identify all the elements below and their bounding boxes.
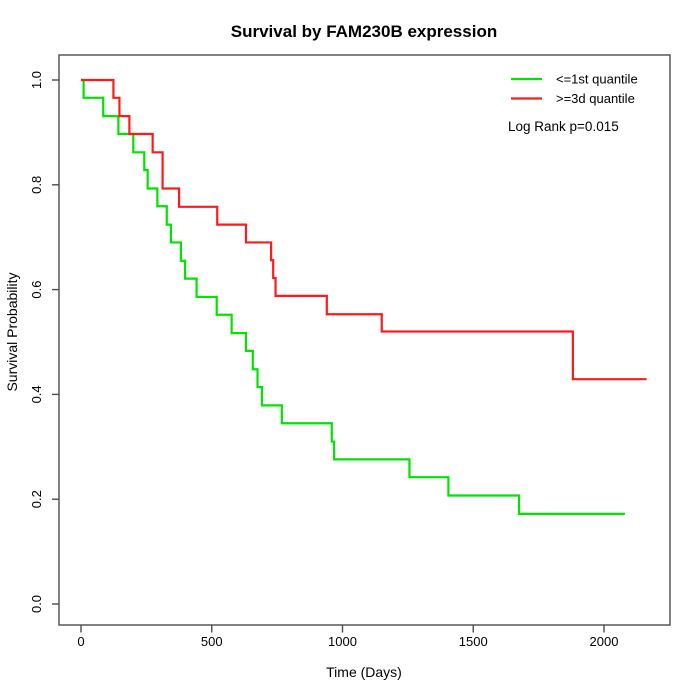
x-axis-title: Time (Days)	[326, 664, 402, 680]
y-tick-label: 1.0	[29, 71, 44, 89]
y-tick-label: 0.8	[29, 176, 44, 194]
legend: <=1st quantile >=3d quantile Log Rank p=…	[508, 72, 638, 135]
x-tick-label: 1500	[459, 634, 488, 649]
legend-label-first-quantile: <=1st quantile	[556, 72, 638, 87]
legend-label-third-quantile: >=3d quantile	[556, 91, 635, 106]
plot-box	[58, 54, 671, 626]
km-curve-third-quantile	[81, 78, 647, 381]
km-curve-first-quantile	[81, 78, 625, 515]
y-tick-label: 0.0	[29, 595, 44, 613]
plot-area: 0 500 1000 1500 2000 0.0 0.2 0.4 0.6 0.8 1.0	[29, 71, 647, 649]
chart-title: Survival by FAM230B expression	[231, 22, 497, 41]
y-tick-label: 0.4	[29, 385, 44, 403]
y-tick-label: 0.2	[29, 490, 44, 508]
x-tick-label: 2000	[590, 634, 619, 649]
x-tick-label: 1000	[328, 634, 357, 649]
log-rank-annotation: Log Rank p=0.015	[508, 119, 619, 134]
y-axis-title: Survival Probability	[4, 272, 20, 391]
x-tick-label: 500	[201, 634, 223, 649]
y-tick-label: 0.6	[29, 281, 44, 299]
x-tick-label: 0	[77, 634, 84, 649]
